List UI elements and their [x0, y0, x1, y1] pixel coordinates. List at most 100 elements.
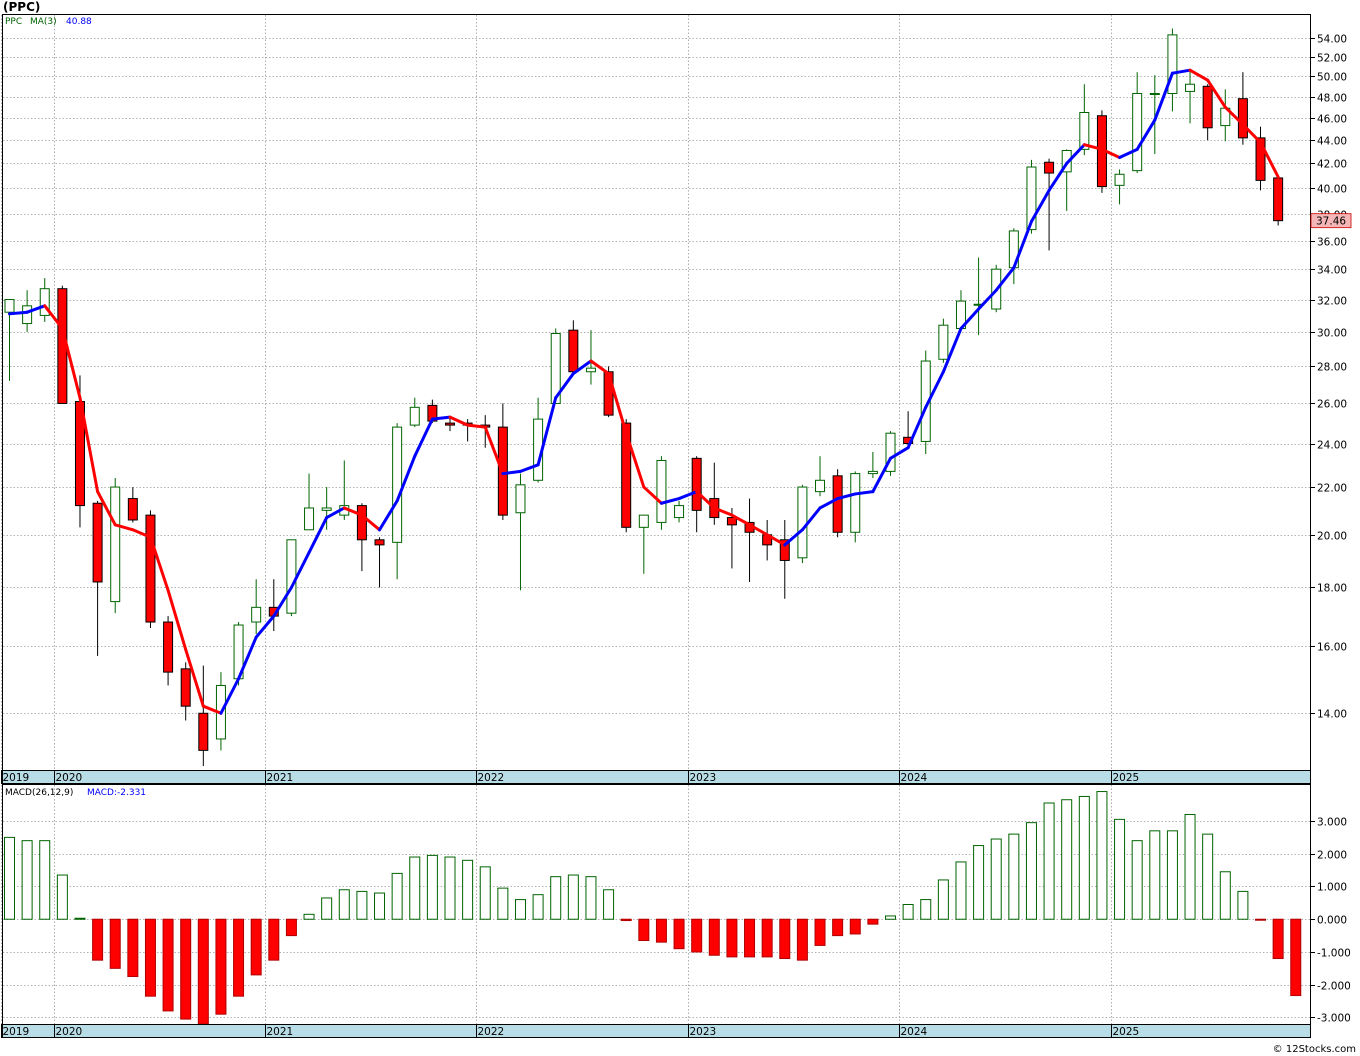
ma-segment	[1188, 68, 1210, 82]
ma-segment	[325, 506, 346, 520]
price-tick-label: 32.00	[1317, 296, 1347, 308]
candle	[1149, 75, 1160, 154]
macd-bar-positive	[444, 856, 456, 920]
macd-year-label: 2021	[267, 1026, 294, 1038]
candle-body-up	[22, 305, 33, 325]
candle	[1202, 84, 1213, 141]
ma-segment	[78, 396, 100, 494]
candle	[815, 456, 826, 497]
candle	[127, 487, 138, 523]
price-year-label: 2024	[901, 772, 928, 784]
macd-y-axis: -3.000 -2.000 -1.000 0.000 1.000 2.000 3.000	[1310, 817, 1351, 1025]
ma-segment	[695, 490, 716, 510]
ma-segment	[413, 417, 434, 458]
macd-bar-positive	[356, 890, 368, 920]
macd-bar-negative	[1290, 918, 1302, 997]
macd-tick-label: 1.000	[1317, 882, 1347, 894]
candle-body-down	[1044, 161, 1055, 174]
macd-bar-positive	[1166, 830, 1178, 920]
candle-body-down	[726, 517, 737, 526]
price-tick-label: 48.00	[1317, 93, 1347, 105]
macd-bar-positive	[1219, 871, 1231, 920]
candle-body-down	[374, 539, 385, 546]
macd-bar-negative	[197, 918, 209, 1025]
macd-bar-positive	[1025, 822, 1037, 920]
macd-bar-negative	[832, 918, 844, 937]
candle-body-up	[656, 459, 667, 523]
macd-bar-positive	[990, 838, 1002, 920]
candle-body-up	[674, 505, 685, 519]
macd-bar-negative	[215, 918, 227, 1015]
price-tick-label: 16.00	[1317, 642, 1347, 654]
macd-bar-positive	[902, 904, 914, 920]
macd-bar-negative	[779, 918, 791, 960]
macd-bar-negative	[673, 918, 685, 950]
ma-segment	[642, 485, 663, 505]
chart-title: (PPC)	[3, 0, 40, 14]
ma-segment	[342, 506, 364, 517]
price-tick-label: 24.00	[1317, 440, 1347, 452]
price-tick-label: 42.00	[1317, 159, 1347, 171]
macd-year-label: 2025	[1113, 1026, 1140, 1038]
macd-bar-positive	[391, 872, 403, 920]
ma-segment	[818, 497, 840, 510]
macd-bar-negative	[109, 918, 121, 969]
price-year-label: 2021	[267, 772, 294, 784]
macd-bar-positive	[920, 899, 932, 920]
ma-segment	[113, 523, 135, 532]
ma-segment	[272, 585, 293, 618]
candle	[321, 487, 332, 530]
ma-segment	[219, 677, 241, 715]
candle-body-up	[304, 507, 315, 531]
candle-body-down	[180, 668, 191, 707]
macd-bar-positive	[462, 859, 474, 920]
macd-year-label: 2024	[901, 1026, 928, 1038]
macd-bar-positive	[514, 899, 526, 920]
candle	[1167, 28, 1178, 112]
macd-bar-negative	[250, 918, 262, 976]
candle-body-up	[409, 406, 420, 426]
ma-segment	[1118, 147, 1139, 160]
candle	[145, 510, 156, 629]
macd-bar-positive	[374, 892, 386, 920]
candle	[163, 616, 174, 686]
price-tick-label: 20.00	[1317, 531, 1347, 543]
ma-segment	[448, 415, 470, 427]
ma-segment	[589, 359, 611, 376]
price-tick-label: 30.00	[1317, 328, 1347, 340]
macd-bar-positive	[1149, 830, 1161, 920]
last-price-tag: 37.46	[1310, 213, 1352, 229]
candle-body-up	[797, 486, 808, 559]
candle-body-down	[145, 514, 156, 623]
watermark: © 12Stocks.com	[1273, 1044, 1356, 1055]
candle	[832, 469, 843, 538]
macd-bar-positive	[973, 845, 985, 920]
candle-body-up	[321, 507, 332, 511]
ma-segment	[1082, 143, 1104, 151]
macd-bar-positive	[409, 856, 421, 920]
ma-segment	[1065, 143, 1086, 165]
ma-segment	[43, 304, 64, 331]
candle-body-up	[867, 470, 878, 475]
last-price-label: 37.46	[1316, 216, 1346, 228]
macd-bar-positive	[1202, 833, 1214, 920]
candle	[674, 500, 685, 523]
macd-bar-positive	[550, 876, 562, 920]
price-tick-label: 40.00	[1317, 184, 1347, 196]
ma-segment	[836, 492, 857, 501]
price-tick-label: 14.00	[1317, 709, 1347, 721]
candle-body-down	[832, 475, 843, 533]
macd-bar-negative	[127, 918, 139, 978]
ma-segment	[131, 528, 152, 539]
candle-body-up	[585, 367, 596, 373]
macd-bar-positive	[955, 861, 967, 920]
macd-tick-label: 0.000	[1317, 915, 1347, 927]
ma-segment	[60, 327, 82, 400]
macd-bar-positive	[1096, 791, 1108, 920]
ma-segment	[571, 359, 593, 376]
candle-body-down	[1202, 85, 1213, 129]
macd-bar-negative	[867, 918, 879, 925]
candle-body-down	[1273, 177, 1284, 222]
ma-segment	[924, 370, 945, 409]
macd-bar-positive	[567, 874, 579, 920]
